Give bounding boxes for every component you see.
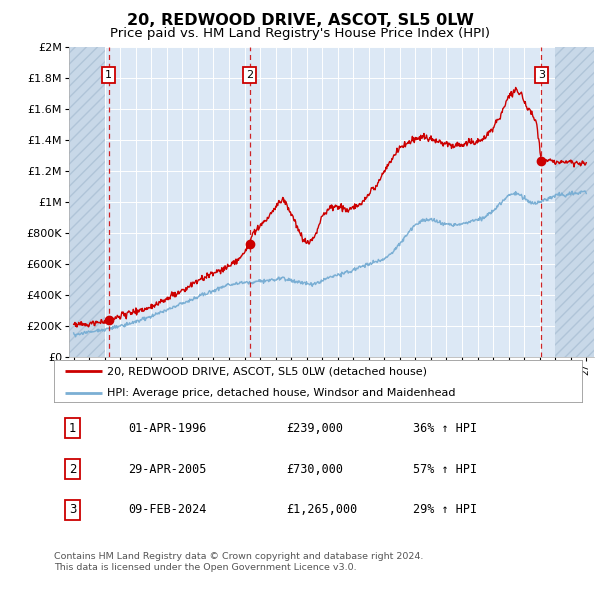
Text: 1: 1: [69, 422, 76, 435]
Text: 20, REDWOOD DRIVE, ASCOT, SL5 0LW (detached house): 20, REDWOOD DRIVE, ASCOT, SL5 0LW (detac…: [107, 366, 427, 376]
Text: 29-APR-2005: 29-APR-2005: [128, 463, 206, 476]
Text: HPI: Average price, detached house, Windsor and Maidenhead: HPI: Average price, detached house, Wind…: [107, 388, 455, 398]
Text: 57% ↑ HPI: 57% ↑ HPI: [413, 463, 477, 476]
Text: 3: 3: [69, 503, 76, 516]
Text: 3: 3: [538, 70, 545, 80]
Text: Price paid vs. HM Land Registry's House Price Index (HPI): Price paid vs. HM Land Registry's House …: [110, 27, 490, 40]
Text: £730,000: £730,000: [286, 463, 343, 476]
Text: £239,000: £239,000: [286, 422, 343, 435]
Text: 09-FEB-2024: 09-FEB-2024: [128, 503, 206, 516]
Text: 2: 2: [69, 463, 76, 476]
Bar: [555, 47, 594, 357]
Text: 29% ↑ HPI: 29% ↑ HPI: [413, 503, 477, 516]
Text: £1,265,000: £1,265,000: [286, 503, 358, 516]
Text: 01-APR-1996: 01-APR-1996: [128, 422, 206, 435]
Bar: [69, 47, 105, 357]
Text: 20, REDWOOD DRIVE, ASCOT, SL5 0LW: 20, REDWOOD DRIVE, ASCOT, SL5 0LW: [127, 13, 473, 28]
Text: 2: 2: [246, 70, 253, 80]
Text: 1: 1: [105, 70, 112, 80]
Text: Contains HM Land Registry data © Crown copyright and database right 2024.
This d: Contains HM Land Registry data © Crown c…: [54, 552, 424, 572]
Text: 36% ↑ HPI: 36% ↑ HPI: [413, 422, 477, 435]
